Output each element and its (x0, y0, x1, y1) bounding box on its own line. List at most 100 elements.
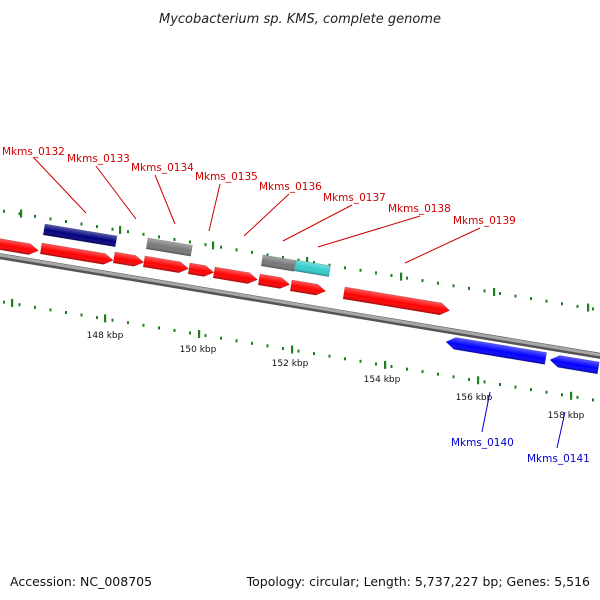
callout-line (317, 215, 421, 248)
minor-tick (235, 248, 238, 252)
minor-tick (3, 209, 5, 213)
major-tick (306, 257, 309, 265)
minor-tick (468, 377, 470, 381)
callout-line (95, 165, 137, 220)
minor-tick (49, 308, 52, 312)
feature-forward-cds (257, 273, 291, 289)
minor-tick (3, 300, 5, 304)
minor-tick (545, 299, 548, 303)
minor-tick (204, 243, 207, 247)
minor-tick (65, 220, 67, 223)
callout-lines (33, 157, 566, 449)
feature-forward-cds-shade (290, 280, 326, 296)
feature-mkms-0140-edge (445, 337, 548, 365)
major-tick (119, 225, 122, 234)
major-tick (587, 303, 590, 312)
feature-forward-cds (0, 236, 40, 255)
minor-tick (80, 313, 83, 317)
minor-tick (18, 212, 21, 216)
minor-tick (545, 390, 548, 394)
major-tick (570, 391, 573, 400)
feature-mkms-0134-shade (146, 238, 193, 257)
callout-line (208, 183, 221, 232)
minor-tick (592, 307, 594, 311)
feature-mkms-0132-edge (42, 223, 118, 248)
feature-forward-cds-edge (187, 262, 215, 277)
minor-tick (127, 230, 129, 234)
minor-tick (96, 225, 98, 229)
feature-mkms-0135-shade (143, 256, 189, 273)
feature-mkms-0139-shade (343, 287, 450, 315)
feature-mkms-0139-edge (342, 286, 451, 316)
minor-tick (297, 349, 300, 353)
map-title: Mycobacterium sp. KMS, complete genome (159, 12, 441, 27)
callout-line (33, 157, 87, 214)
major-tick (384, 360, 387, 369)
feature-mkms-0141 (549, 355, 600, 375)
major-tick (104, 314, 107, 323)
minor-tick (328, 354, 331, 358)
minor-tick (189, 331, 191, 335)
gene-label: Mkms_0135 (195, 171, 258, 183)
major-tick (493, 288, 496, 296)
feature-mkms-0138-shade (294, 260, 331, 277)
outer-major-ticks (20, 209, 590, 312)
minor-tick (80, 222, 83, 226)
minor-tick (561, 302, 563, 306)
inner-major-ticks (11, 299, 573, 400)
feature-mkms-0137 (260, 254, 297, 272)
major-tick (477, 376, 480, 385)
major-tick (291, 345, 294, 354)
minor-tick (359, 359, 362, 363)
gene-label: Mkms_0137 (323, 192, 386, 204)
callout-line (154, 174, 176, 225)
minor-tick (111, 318, 114, 322)
feature-forward-cds-edge (289, 279, 327, 296)
minor-tick (251, 250, 253, 254)
feature-mkms-0139 (342, 286, 451, 316)
gene-label: Mkms_0138 (388, 203, 451, 215)
minor-tick (530, 388, 532, 392)
feature-mkms-0133 (39, 242, 114, 265)
minor-tick (96, 316, 98, 320)
minor-tick (437, 281, 439, 285)
feature-forward-cds-edge (257, 273, 291, 289)
feature-mkms-0137-shade (261, 255, 296, 272)
inner-tick-ring (3, 299, 594, 402)
scale-label: 156 kbp (456, 393, 493, 403)
minor-tick (437, 372, 439, 376)
feature-mkms-0141-shade (550, 355, 600, 374)
feature-mkms-0135 (142, 255, 190, 274)
minor-tick (142, 323, 145, 327)
minor-tick (452, 375, 455, 379)
minor-tick (375, 271, 377, 275)
feature-mkms-0136-shade (213, 267, 258, 284)
feature-mkms-0132-shade (43, 224, 118, 247)
minor-tick (204, 334, 207, 338)
callout-line (556, 411, 566, 449)
minor-tick (499, 383, 501, 386)
scale-label: 150 kbp (180, 345, 217, 355)
feature-forward-cds-shade (0, 237, 39, 255)
minor-tick (158, 326, 160, 330)
genome-backbone (0, 253, 600, 359)
inner-minor-ticks (3, 300, 594, 402)
major-tick (20, 209, 23, 218)
minor-tick (375, 362, 377, 366)
minor-tick (499, 292, 501, 295)
minor-tick (173, 329, 176, 332)
scale-label: 148 kbp (87, 331, 124, 341)
feature-forward-cds-shade (188, 263, 214, 277)
scale-labels: 148 kbp 150 kbp 152 kbp 154 kbp 156 kbp 158 k… (87, 331, 585, 421)
gene-label: Mkms_0132 (2, 146, 65, 158)
feature-forward-cds (289, 279, 327, 296)
accession-text: Accession: NC_008705 (10, 574, 152, 589)
minor-tick (514, 385, 517, 389)
minor-tick (266, 253, 269, 257)
minor-tick (359, 268, 362, 272)
minor-tick (421, 279, 424, 283)
feature-mkms-0138 (293, 259, 331, 278)
minor-tick (111, 227, 114, 231)
major-tick (400, 272, 403, 281)
